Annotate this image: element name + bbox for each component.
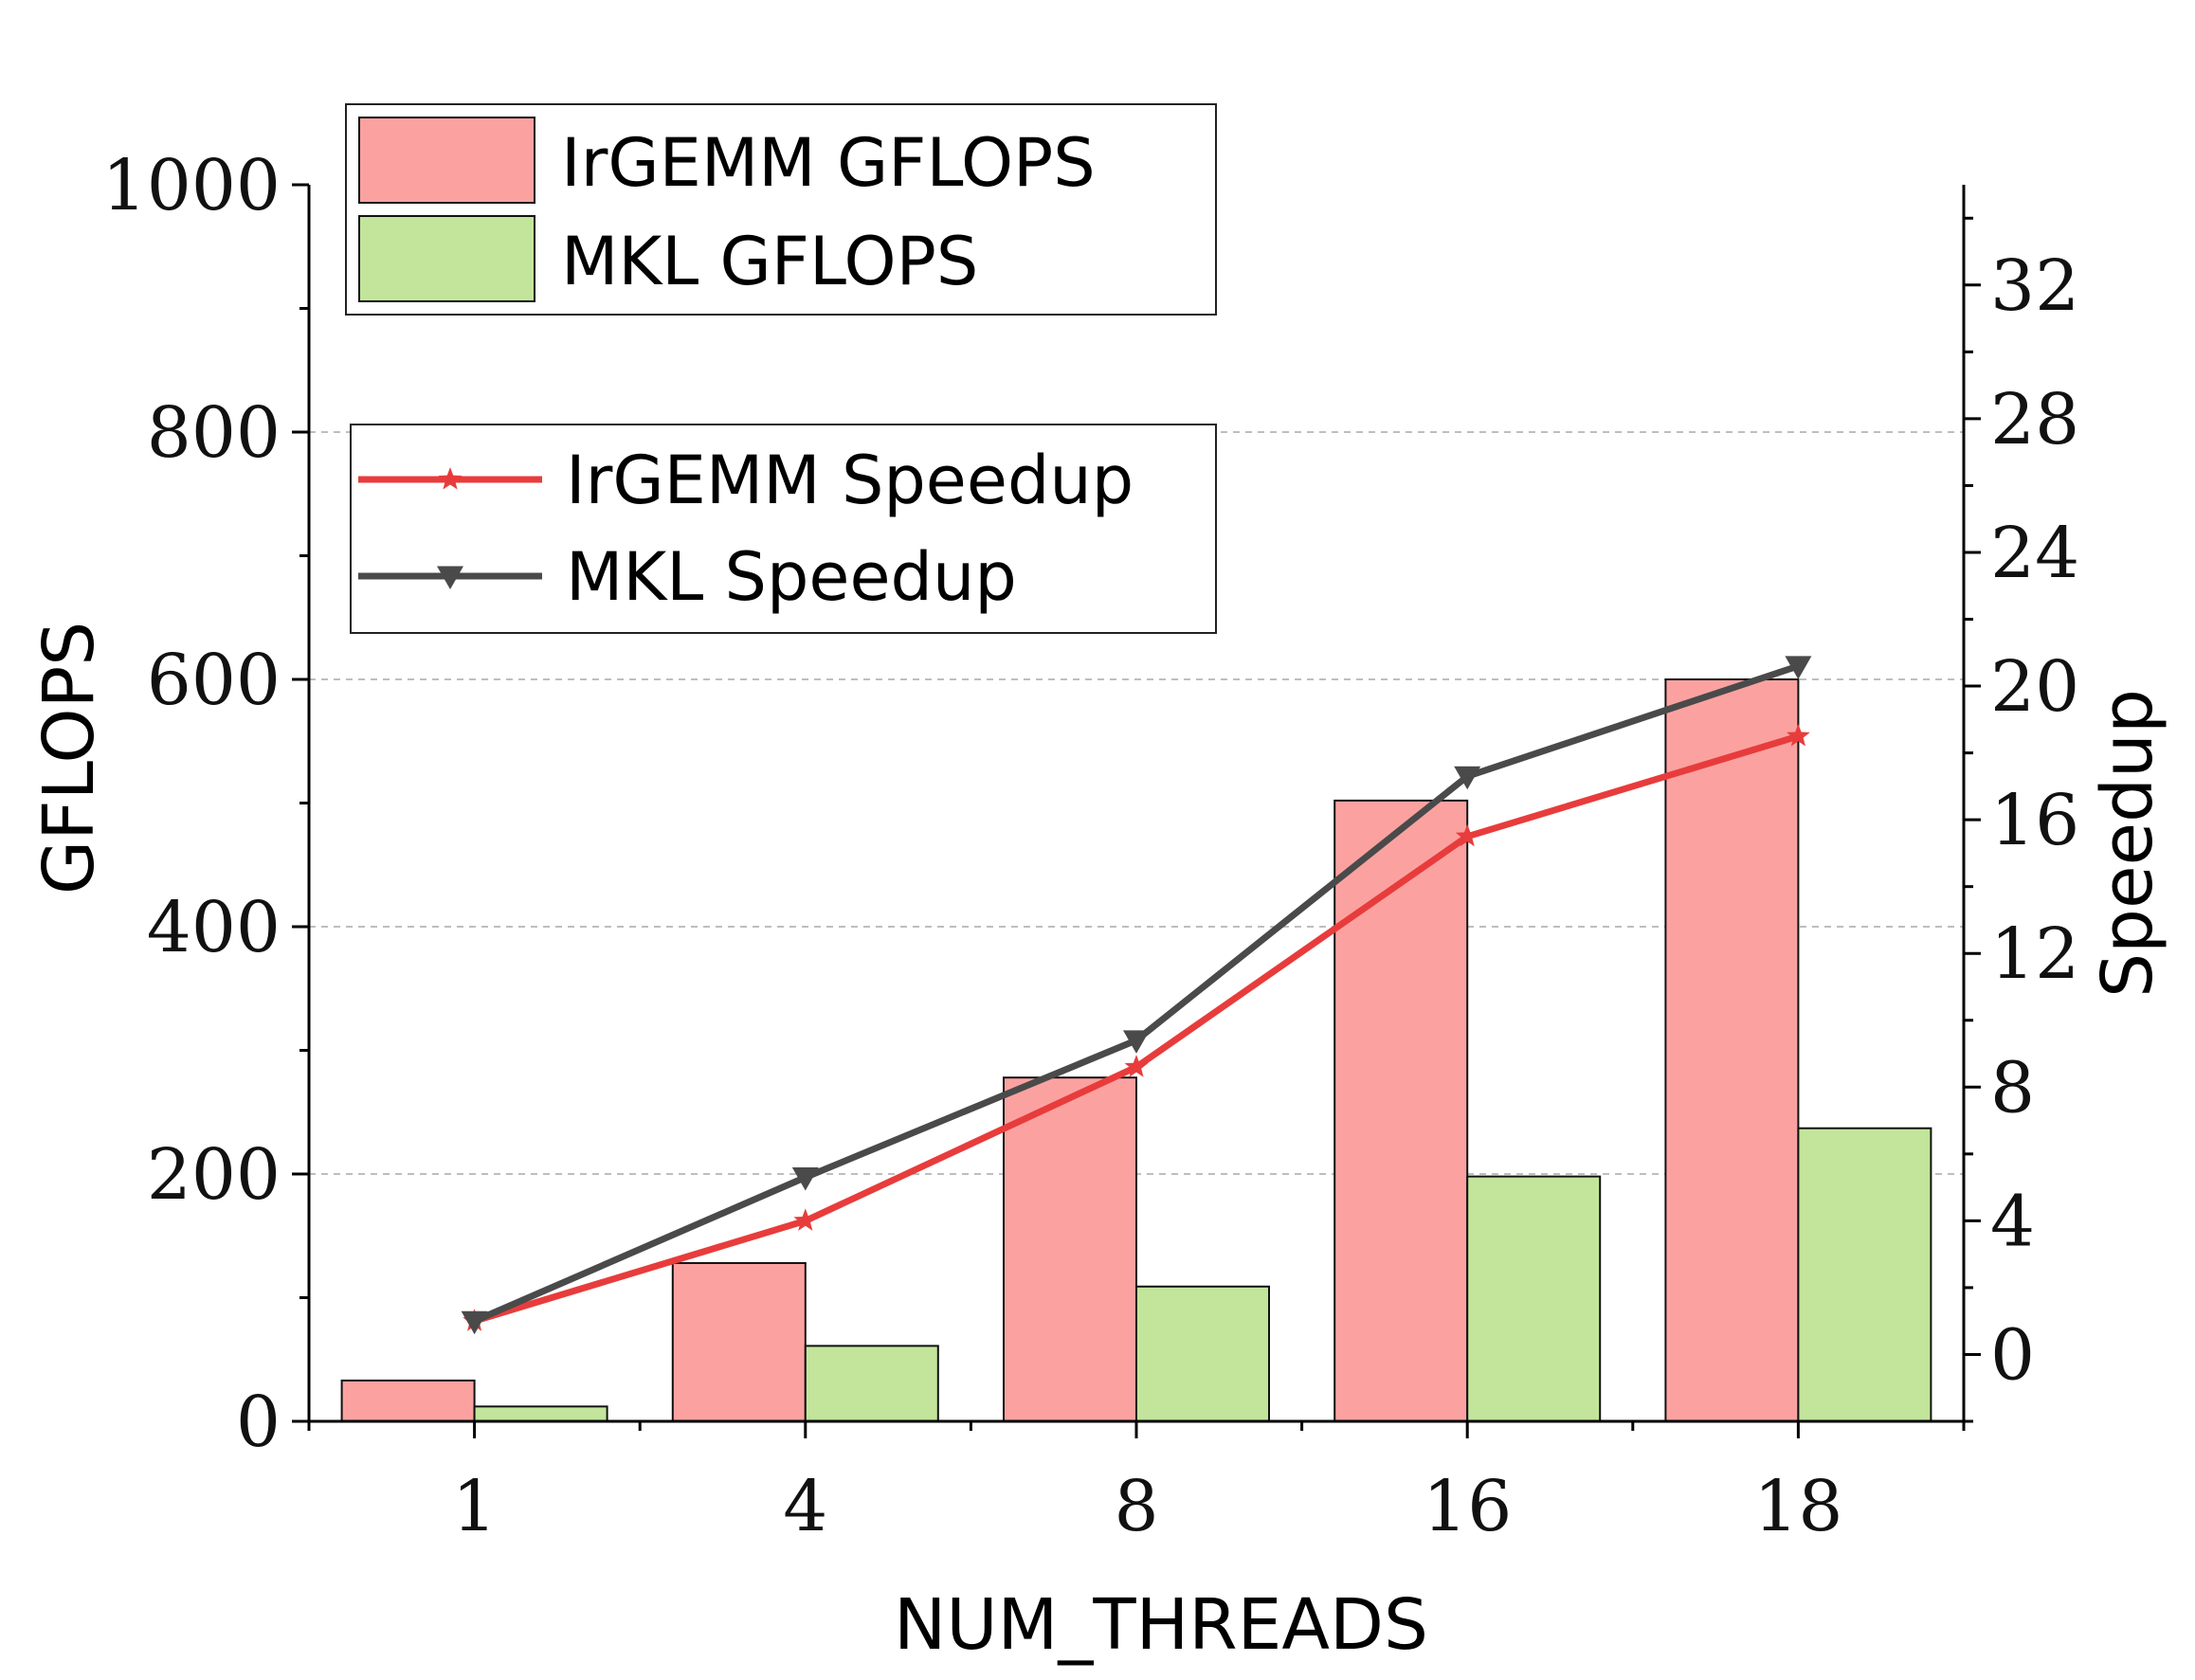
bars xyxy=(340,678,1932,1423)
point-mkl-speedup-1 xyxy=(461,1310,488,1335)
y2-tick-label-4: 4 xyxy=(1990,1181,2035,1262)
y2-tick-label-20: 20 xyxy=(1990,646,2079,728)
legend-marker-mkl-speedup xyxy=(437,566,463,589)
bar-irgemm-gflops-8 xyxy=(1003,1076,1137,1422)
point-irgemm-speedup-8 xyxy=(1124,1055,1149,1077)
legend-label-irgemm-speedup: IrGEMM Speedup xyxy=(566,442,1134,519)
tick-labels: 0 200 400 600 800 1000 0 4 8 12 16 20 24 28 32 1 4 8 16 18 xyxy=(102,145,2080,1547)
y2-tick-label-24: 24 xyxy=(1990,513,2079,594)
y-tick-label-1000: 1000 xyxy=(102,145,281,226)
legend-swatch-irgemm-gflops xyxy=(358,117,535,204)
legend-speedup-frame xyxy=(350,424,1217,634)
y2-tick-label-32: 32 xyxy=(1990,245,2079,327)
y-tick-label-600: 600 xyxy=(147,640,281,721)
legend-label-mkl-speedup: MKL Speedup xyxy=(566,538,1017,616)
bar-irgemm-gflops-16 xyxy=(1333,799,1469,1422)
bar-mkl-gflops-8 xyxy=(1135,1285,1270,1422)
legend-speedup: IrGEMM Speedup MKL Speedup xyxy=(350,424,1217,634)
y-tick-label-800: 800 xyxy=(147,392,281,474)
y-axis-title: GFLOPS xyxy=(28,622,110,894)
point-irgemm-speedup-4 xyxy=(793,1208,818,1231)
legend-marker-irgemm-speedup xyxy=(438,467,463,490)
point-mkl-speedup-4 xyxy=(791,1167,819,1191)
bar-mkl-gflops-1 xyxy=(473,1405,608,1422)
y2-tick-label-0: 0 xyxy=(1990,1314,2035,1396)
point-mkl-speedup-16 xyxy=(1454,766,1481,790)
y2-tick-label-8: 8 xyxy=(1990,1047,2035,1129)
y2-axis-title: Speedup xyxy=(2087,689,2168,998)
bar-mkl-gflops-18 xyxy=(1797,1127,1932,1422)
x-tick-label-18: 18 xyxy=(1753,1466,1842,1547)
y2-tick-label-12: 12 xyxy=(1990,913,2079,995)
x-tick-label-1: 1 xyxy=(452,1466,497,1547)
bar-mkl-gflops-16 xyxy=(1466,1175,1602,1422)
bar-irgemm-gflops-1 xyxy=(340,1379,476,1423)
x-axis-title: NUM_THREADS xyxy=(894,1584,1428,1666)
axes xyxy=(292,183,1981,1438)
bar-mkl-gflops-4 xyxy=(804,1345,939,1423)
legend-label-mkl-gflops: MKL GFLOPS xyxy=(561,223,978,300)
bar-irgemm-gflops-4 xyxy=(671,1261,807,1422)
x-tick-label-16: 16 xyxy=(1423,1466,1512,1547)
x-tick-label-4: 4 xyxy=(783,1466,827,1547)
legend-label-irgemm-gflops: IrGEMM GFLOPS xyxy=(561,124,1096,202)
point-irgemm-speedup-16 xyxy=(1455,823,1479,847)
point-irgemm-speedup-18 xyxy=(1787,724,1810,747)
y-tick-label-200: 200 xyxy=(147,1134,281,1216)
y2-tick-label-16: 16 xyxy=(1990,780,2079,861)
x-tick-label-8: 8 xyxy=(1114,1466,1158,1547)
y-tick-label-0: 0 xyxy=(236,1382,281,1463)
bar-irgemm-gflops-18 xyxy=(1664,678,1800,1422)
y2-tick-label-28: 28 xyxy=(1990,379,2079,461)
legend-gflops: IrGEMM GFLOPS MKL GFLOPS xyxy=(345,103,1217,316)
legend-swatch-mkl-gflops xyxy=(358,215,535,302)
point-mkl-speedup-18 xyxy=(1785,656,1812,679)
speedup-lines xyxy=(461,656,1812,1335)
y-tick-label-400: 400 xyxy=(147,887,281,968)
point-mkl-speedup-8 xyxy=(1123,1030,1150,1054)
